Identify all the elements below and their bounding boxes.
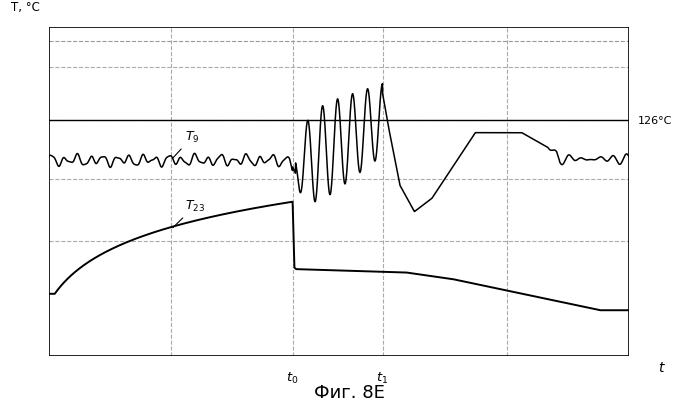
Text: $T_9$: $T_9$ (173, 130, 200, 159)
Text: $t_1$: $t_1$ (377, 369, 389, 385)
Text: t: t (658, 360, 663, 374)
Text: Фиг. 8Е: Фиг. 8Е (314, 383, 385, 401)
Text: $T_{23}$: $T_{23}$ (173, 198, 206, 228)
Text: 126°С: 126°С (637, 115, 672, 125)
Text: T, °C: T, °C (11, 1, 41, 14)
Text: $t_0$: $t_0$ (287, 369, 299, 385)
